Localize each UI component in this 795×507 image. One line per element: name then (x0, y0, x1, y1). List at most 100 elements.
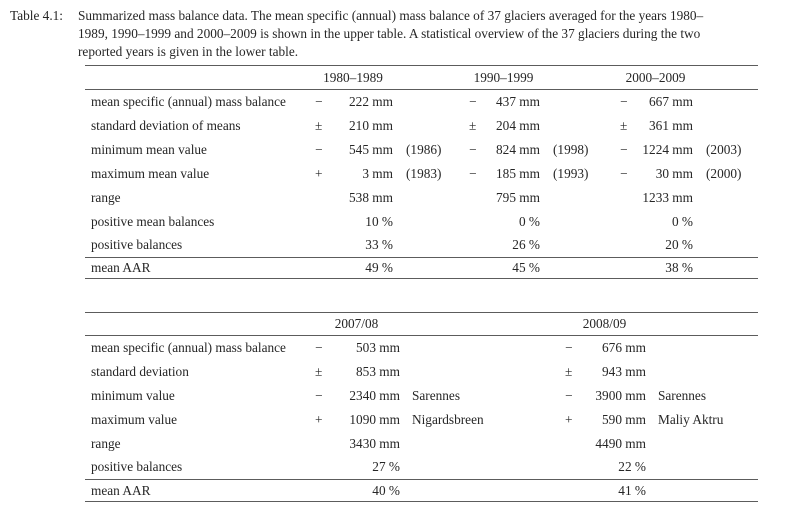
note-cell (693, 257, 758, 279)
sign-cell: − (315, 339, 323, 355)
header-spacer (540, 65, 618, 90)
caption-line: Summarized mass balance data. The mean s… (78, 8, 704, 23)
value-cell: 545 mm (349, 141, 393, 157)
note-cell (393, 90, 467, 114)
note-cell: Nigardsbreen (412, 411, 484, 427)
note-cell: (1998) (553, 141, 589, 157)
sign-cell (618, 210, 632, 234)
value-cell: 0 % (518, 213, 540, 229)
value-cell: 26 % (512, 237, 540, 253)
value-cell: 361 mm (649, 117, 693, 133)
table-caption-label: Table 4.1: (10, 8, 63, 23)
sign-cell (563, 432, 577, 456)
value-cell: 30 mm (655, 165, 693, 181)
note-cell: (1993) (553, 165, 589, 181)
value-cell: 0 % (671, 213, 693, 229)
table-row: maximum value +1090 mm Nigardsbreen +590 mm… (85, 408, 758, 432)
note-cell: Sarennes (412, 387, 460, 403)
sign-cell: − (315, 141, 323, 157)
value-cell: 10 % (365, 213, 393, 229)
row-label: positive balances (91, 459, 183, 475)
note-cell (400, 456, 563, 480)
sign-cell (563, 456, 577, 480)
value-cell: 38 % (632, 257, 693, 279)
value-cell: 210 mm (349, 117, 393, 133)
note-cell: (2000) (706, 165, 742, 181)
sign-cell: + (565, 411, 573, 427)
note-cell (540, 234, 618, 258)
value-cell: 1233 mm (642, 189, 693, 205)
value-cell: 667 mm (649, 93, 693, 109)
header-row: 1980–1989 1990–1999 2000–2009 (85, 65, 758, 90)
note-cell: (2003) (706, 141, 742, 157)
value-cell: 590 mm (602, 411, 646, 427)
note-cell (693, 90, 758, 114)
value-cell: 40 % (327, 479, 400, 502)
sign-cell: ± (315, 117, 323, 133)
sign-cell: ± (315, 363, 323, 379)
row-label: mean specific (annual) mass balance (91, 93, 286, 109)
sign-cell (467, 186, 481, 210)
header-spacer (393, 65, 467, 90)
header-spacer (85, 65, 313, 90)
note-cell (540, 114, 618, 138)
sign-cell (467, 257, 481, 279)
note-cell (693, 186, 758, 210)
header-row: 2007/08 2008/09 (85, 312, 758, 336)
value-cell: 824 mm (496, 141, 540, 157)
period-header: 2007/08 (313, 312, 400, 336)
table-row: standard deviation of means ±210 mm ±204 m… (85, 114, 758, 138)
value-cell: 676 mm (602, 339, 646, 355)
row-label: mean AAR (85, 257, 313, 279)
sign-cell (313, 186, 327, 210)
sign-cell (313, 210, 327, 234)
note-cell (400, 336, 563, 360)
table-row: minimum value − 2340 mm Sarennes − 3900 mm Sar… (85, 384, 758, 408)
row-label: mean AAR (85, 479, 313, 502)
table-row: mean specific (annual) mass balance − 503 … (85, 336, 758, 360)
value-cell: 22 % (618, 459, 646, 475)
note-cell (393, 257, 467, 279)
sign-cell: − (469, 93, 477, 109)
sign-cell (313, 432, 327, 456)
note-cell (393, 186, 467, 210)
note-cell: (1986) (406, 141, 442, 157)
sign-cell: − (469, 165, 477, 181)
table-row: positive balances 27 % 22 % (85, 456, 758, 480)
period-header: 2008/09 (563, 312, 646, 336)
sign-cell: − (469, 141, 477, 157)
row-label: mean specific (annual) mass balance (91, 339, 286, 355)
sign-cell: ± (620, 117, 628, 133)
note-cell (400, 432, 563, 456)
value-cell: 185 mm (496, 165, 540, 181)
sign-cell (467, 234, 481, 258)
period-header: 1980–1989 (313, 65, 393, 90)
header-spacer (85, 312, 313, 336)
sign-cell (618, 234, 632, 258)
header-spacer (646, 312, 758, 336)
header-spacer (693, 65, 758, 90)
value-cell: 943 mm (602, 363, 646, 379)
value-cell: 3 mm (362, 165, 393, 181)
period-header: 1990–1999 (467, 65, 540, 90)
row-label: range (91, 435, 121, 451)
note-cell: Sarennes (658, 387, 706, 403)
table-caption-text: Summarized mass balance data. The mean s… (78, 7, 790, 61)
value-cell: 4490 mm (595, 435, 646, 451)
note-cell (393, 114, 467, 138)
sign-cell (618, 257, 632, 279)
value-cell: 45 % (481, 257, 540, 279)
note-cell (646, 432, 758, 456)
note-cell (693, 210, 758, 234)
sign-cell: − (565, 387, 573, 403)
note-cell (540, 210, 618, 234)
note-cell: (1983) (406, 165, 442, 181)
value-cell: 2340 mm (349, 387, 400, 403)
value-cell: 795 mm (496, 189, 540, 205)
note-cell (646, 360, 758, 384)
note-cell (646, 336, 758, 360)
note-cell (393, 234, 467, 258)
sign-cell (563, 479, 577, 502)
value-cell: 1090 mm (349, 411, 400, 427)
period-header: 2000–2009 (618, 65, 693, 90)
